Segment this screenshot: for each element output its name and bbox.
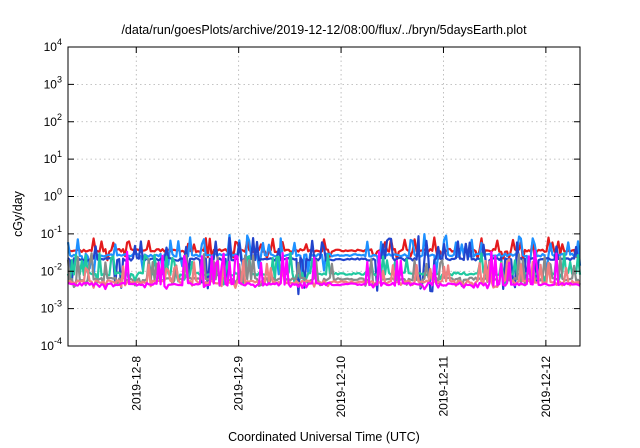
y-tick-label: 10-4 [41, 336, 62, 353]
x-tick-label: 2019-12-8 [129, 356, 143, 411]
y-tick-label: 104 [44, 37, 62, 54]
y-tick-label: 10-3 [41, 299, 62, 316]
x-tick-label: 2019-12-11 [436, 356, 450, 417]
series-line [67, 236, 581, 262]
plot-frame [67, 46, 581, 347]
y-tick-label: 102 [44, 112, 62, 129]
x-tick-label: 2019-12-10 [334, 356, 348, 418]
x-axis-title: Coordinated Universal Time (UTC) [228, 430, 420, 444]
x-tick-label: 2019-12-9 [232, 356, 246, 411]
series-layer [66, 233, 582, 296]
y-tick-label: 10-2 [41, 261, 62, 278]
axes-layer: 10-4 10-3 10-2 10-1 100 101 102 103 104 2019-12-8… [41, 37, 581, 418]
y-tick-label: 101 [44, 149, 62, 166]
chart-title: /data/run/goesPlots/archive/2019-12-12/0… [121, 23, 527, 37]
grid-layer [68, 47, 580, 346]
y-tick-label: 100 [44, 187, 62, 204]
series-line [67, 258, 581, 289]
y-tick-label: 103 [44, 74, 62, 91]
series-line [67, 249, 581, 291]
y-axis-title: cGy/day [11, 190, 25, 237]
y-tick-label: 10-1 [41, 224, 62, 241]
x-tick-label: 2019-12-12 [539, 356, 553, 418]
